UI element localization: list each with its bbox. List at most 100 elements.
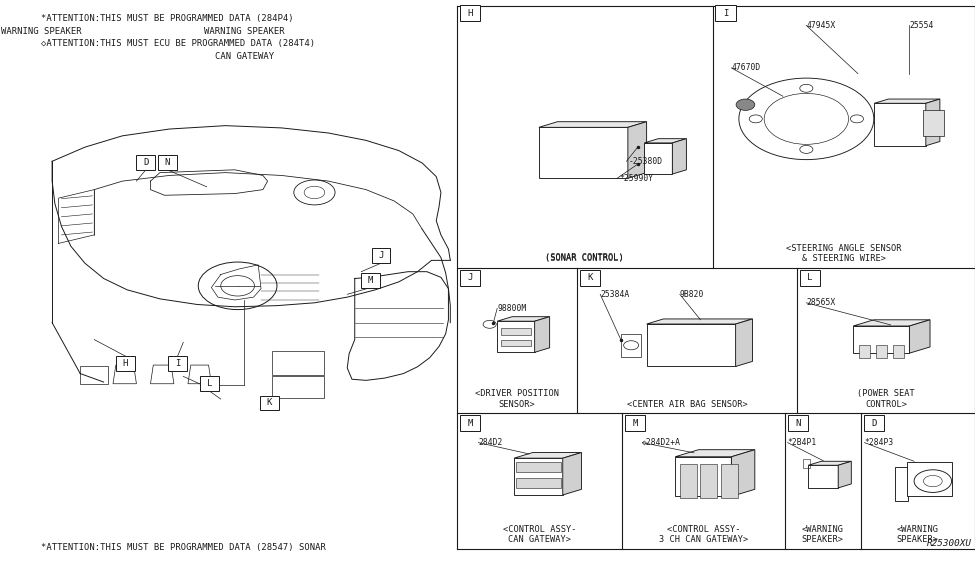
Bar <box>579 270 601 286</box>
Bar <box>700 464 718 498</box>
Text: 25554: 25554 <box>910 21 934 30</box>
Bar <box>272 351 324 375</box>
Text: I: I <box>723 8 728 18</box>
Bar <box>680 464 697 498</box>
Text: N: N <box>165 158 170 167</box>
Circle shape <box>736 99 755 110</box>
Text: 25384A: 25384A <box>601 290 630 299</box>
Text: H: H <box>467 8 473 18</box>
Text: (SONAR CONTROL): (SONAR CONTROL) <box>545 254 624 263</box>
Text: D: D <box>871 419 877 428</box>
Bar <box>516 478 561 488</box>
Bar <box>459 415 481 431</box>
Polygon shape <box>514 458 563 495</box>
Bar <box>80 366 108 384</box>
Polygon shape <box>910 320 930 353</box>
Polygon shape <box>646 324 735 367</box>
Text: R25300XU: R25300XU <box>927 539 972 548</box>
Text: <CONTROL ASSY-
CAN GATEWAY>: <CONTROL ASSY- CAN GATEWAY> <box>502 525 576 544</box>
Polygon shape <box>673 139 686 174</box>
Bar <box>788 415 808 431</box>
Bar <box>859 345 870 358</box>
Text: K: K <box>587 273 593 282</box>
Bar <box>362 273 380 288</box>
Bar <box>864 415 884 431</box>
Polygon shape <box>808 465 838 488</box>
Text: *25990Y: *25990Y <box>619 174 653 183</box>
Text: J: J <box>378 251 383 260</box>
Text: 98800M: 98800M <box>497 304 526 313</box>
Bar <box>716 5 736 21</box>
Text: <STEERING ANGLE SENSOR
& STEERING WIRE>: <STEERING ANGLE SENSOR & STEERING WIRE> <box>786 244 902 263</box>
Bar <box>625 415 645 431</box>
Text: *2B4P1: *2B4P1 <box>788 438 817 447</box>
Text: <DRIVER POSITION
SENSOR>: <DRIVER POSITION SENSOR> <box>475 389 559 409</box>
Polygon shape <box>853 320 930 326</box>
Text: ◇ATTENTION:THIS MUST ECU BE PROGRAMMED DATA (284T4): ◇ATTENTION:THIS MUST ECU BE PROGRAMMED D… <box>41 39 315 48</box>
Bar <box>169 356 187 371</box>
Bar <box>722 464 738 498</box>
Text: <CENTER AIR BAG SENSOR>: <CENTER AIR BAG SENSOR> <box>627 400 747 409</box>
Text: J: J <box>467 273 473 282</box>
Text: <WARNING
SPEAKER>: <WARNING SPEAKER> <box>897 525 939 544</box>
Bar <box>516 462 561 472</box>
Text: *ATTENTION:THIS MUST BE PROGRAMMED DATA (284P4): *ATTENTION:THIS MUST BE PROGRAMMED DATA … <box>41 14 293 23</box>
Text: CAN GATEWAY: CAN GATEWAY <box>214 52 274 61</box>
Bar <box>923 110 944 136</box>
Polygon shape <box>644 143 673 174</box>
Text: L: L <box>807 273 813 282</box>
Polygon shape <box>497 316 550 321</box>
Text: *284P3: *284P3 <box>865 438 894 447</box>
Polygon shape <box>497 321 534 352</box>
Bar <box>892 345 904 358</box>
Text: <WARNING
SPEAKER>: <WARNING SPEAKER> <box>801 525 843 544</box>
Text: 47945X: 47945X <box>806 21 836 30</box>
Bar <box>116 356 135 371</box>
Bar <box>272 376 324 398</box>
Text: (SONAR CONTROL): (SONAR CONTROL) <box>545 253 624 262</box>
Polygon shape <box>735 319 753 367</box>
Text: L: L <box>207 379 213 388</box>
Bar <box>459 5 481 21</box>
Polygon shape <box>514 453 581 458</box>
Bar <box>800 270 820 286</box>
Polygon shape <box>563 453 581 495</box>
Polygon shape <box>926 99 940 145</box>
Polygon shape <box>675 449 755 457</box>
Bar <box>907 462 952 496</box>
Text: I: I <box>175 359 180 368</box>
Text: D: D <box>143 158 148 167</box>
Bar <box>371 248 390 263</box>
Text: WARNING SPEAKER: WARNING SPEAKER <box>1 27 81 36</box>
Bar <box>895 467 909 501</box>
Text: M: M <box>368 276 373 285</box>
Polygon shape <box>808 461 851 465</box>
Text: 28565X: 28565X <box>806 298 836 307</box>
Polygon shape <box>875 99 940 103</box>
Bar <box>260 396 279 410</box>
Polygon shape <box>838 461 851 488</box>
Text: 284D2: 284D2 <box>479 438 503 447</box>
Bar <box>459 270 481 286</box>
Bar <box>501 340 530 346</box>
Bar <box>158 155 176 170</box>
Bar <box>876 345 887 358</box>
Polygon shape <box>731 449 755 496</box>
Polygon shape <box>628 122 646 178</box>
Polygon shape <box>644 139 686 143</box>
Polygon shape <box>853 326 910 353</box>
Polygon shape <box>539 122 646 127</box>
Bar <box>501 328 530 335</box>
Text: M: M <box>632 419 638 428</box>
Text: K: K <box>267 398 272 408</box>
Text: ◇284D2+A: ◇284D2+A <box>643 438 682 447</box>
Polygon shape <box>539 127 628 178</box>
Polygon shape <box>875 103 926 145</box>
Polygon shape <box>534 316 550 352</box>
Polygon shape <box>675 457 731 496</box>
Text: 47670D: 47670D <box>731 63 760 72</box>
Text: N: N <box>796 419 800 428</box>
Bar <box>621 334 642 357</box>
Text: *ATTENTION:THIS MUST BE PROGRAMMED DATA (28547) SONAR: *ATTENTION:THIS MUST BE PROGRAMMED DATA … <box>41 543 326 552</box>
Text: (POWER SEAT
CONTROL>: (POWER SEAT CONTROL> <box>857 389 915 409</box>
